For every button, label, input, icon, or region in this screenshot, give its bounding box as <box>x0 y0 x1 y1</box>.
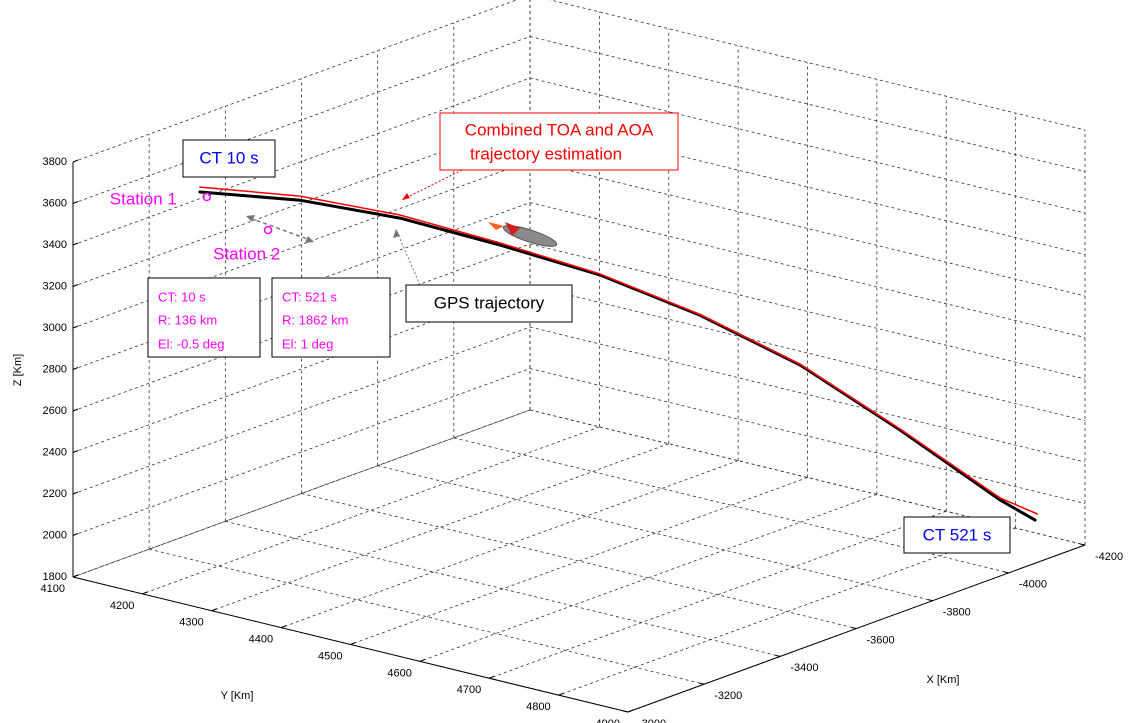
y-tick-label: 4900 <box>596 718 620 723</box>
chart: 1800 2000 2200 2400 2600 2800 3000 3200 3400 3600… <box>0 0 1141 723</box>
grid-line <box>530 327 1085 462</box>
tick-mark <box>775 655 780 656</box>
station-label: Station 2 <box>213 245 280 264</box>
tick-mark <box>73 575 78 577</box>
z-tick-label: 2200 <box>43 488 67 500</box>
y-tick-label: 4700 <box>457 684 481 696</box>
y-tick-label: 4500 <box>318 650 342 662</box>
x-tick-label: -3800 <box>943 607 971 619</box>
station-marker <box>265 227 272 234</box>
rocket-flame <box>488 222 504 230</box>
z-tick-label: 2800 <box>43 363 67 375</box>
tick-mark <box>73 326 78 328</box>
x-axis-label: X [Km] <box>926 674 959 686</box>
tick-mark <box>1080 544 1085 545</box>
annotation-text: GPS trajectory <box>434 293 545 312</box>
info-text: El: 1 deg <box>282 336 333 351</box>
tick-mark <box>73 451 78 453</box>
info-text: R: 136 km <box>158 312 217 327</box>
z-tick-label: 2400 <box>43 446 67 458</box>
z-tick-label: 1800 <box>43 571 67 583</box>
grid-line <box>212 444 669 611</box>
y-tick-label: 4400 <box>249 634 273 646</box>
info-text: CT: 521 s <box>282 289 337 304</box>
tick-mark <box>73 243 78 245</box>
x-tick-label: -4200 <box>1095 551 1123 563</box>
annotation-arrow <box>397 232 420 285</box>
tick-mark <box>852 628 857 629</box>
y-tick-label: 4800 <box>526 701 550 713</box>
y-tick-label: 4200 <box>110 600 134 612</box>
tick-mark <box>489 676 494 678</box>
grid-line <box>142 427 599 594</box>
tick-mark <box>699 683 704 684</box>
z-tick-label: 3600 <box>43 197 67 209</box>
annotation-text: CT 10 s <box>199 148 258 167</box>
grid-line <box>530 286 1085 421</box>
tick-mark <box>1004 572 1009 573</box>
tick-mark <box>73 409 78 411</box>
tick-mark <box>928 600 933 601</box>
x-tick-label: -3200 <box>714 690 742 702</box>
y-tick-label: 4300 <box>179 617 203 629</box>
tick-mark <box>73 534 78 536</box>
x-tick-label: -4000 <box>1019 579 1047 591</box>
z-axis-label: Z [Km] <box>12 354 24 386</box>
grid-line <box>149 549 704 684</box>
info-text: CT: 10 s <box>158 289 206 304</box>
annotation-arrow <box>402 170 462 200</box>
x-tick-label: -3400 <box>790 662 818 674</box>
annotation-text: trajectory estimation <box>470 144 622 163</box>
info-text: R: 1862 km <box>282 312 348 327</box>
tick-mark <box>73 285 78 287</box>
axes: 1800 2000 2200 2400 2600 2800 3000 3200 3400 3600… <box>41 156 1124 723</box>
tick-mark <box>73 368 78 370</box>
grid-line <box>73 369 530 536</box>
tick-mark <box>73 202 78 204</box>
grid-line <box>281 461 738 628</box>
y-axis-label: Y [Km] <box>221 690 254 702</box>
z-tick-label: 3200 <box>43 280 67 292</box>
info-text: El: -0.5 deg <box>158 336 225 351</box>
grid-line <box>351 478 808 645</box>
z-tick-label: 3000 <box>43 322 67 334</box>
tick-mark <box>420 659 425 661</box>
annotations: CT 10 s Combined TOA and AOA trajectory … <box>12 113 1010 702</box>
tick-mark <box>623 711 628 712</box>
tick-mark <box>73 160 78 162</box>
grid-line <box>530 244 1085 379</box>
z-tick-label: 3400 <box>43 239 67 251</box>
z-tick-label: 3800 <box>43 156 67 168</box>
tick-mark <box>212 609 217 611</box>
tick-mark <box>73 492 78 494</box>
z-tick-label: 2000 <box>43 529 67 541</box>
tick-mark <box>351 643 356 645</box>
z-tick-label: 2600 <box>43 405 67 417</box>
x-tick-label: -3000 <box>638 718 666 723</box>
tick-mark <box>281 626 286 628</box>
y-tick-label: 4100 <box>41 583 65 595</box>
x-tick-label: -3600 <box>867 634 895 646</box>
tick-mark <box>142 592 147 594</box>
annotation-text: CT 521 s <box>923 525 992 544</box>
range-arrow <box>250 218 310 240</box>
arrow-head <box>402 193 410 200</box>
tick-mark <box>559 693 564 695</box>
station-label: Station 1 <box>110 189 177 208</box>
grid-line <box>302 494 857 629</box>
grid-line <box>530 369 1085 504</box>
y-tick-label: 4600 <box>387 667 411 679</box>
tick-mark <box>628 710 633 712</box>
annotation-text: Combined TOA and AOA <box>465 120 654 139</box>
